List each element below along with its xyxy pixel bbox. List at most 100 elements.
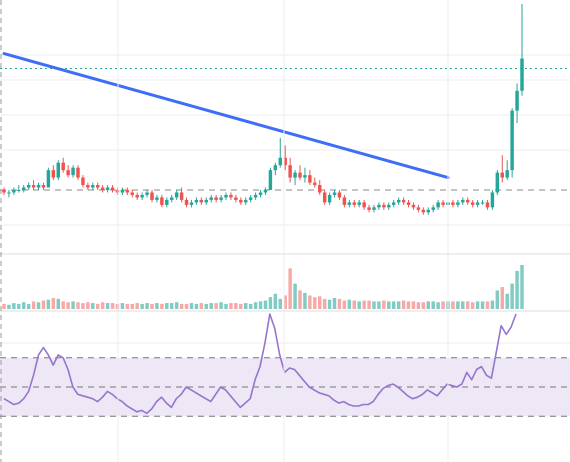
- candle-body: [160, 197, 164, 205]
- candle-body: [426, 209, 430, 213]
- volume-bar: [135, 303, 139, 309]
- candle-body: [500, 172, 504, 178]
- candle-body: [150, 192, 154, 200]
- volume-bar: [51, 298, 56, 309]
- volume-bar: [234, 303, 238, 309]
- volume-bar: [263, 300, 268, 309]
- volume-bar: [401, 300, 406, 309]
- candle-body: [421, 209, 426, 213]
- candle-body: [308, 175, 312, 183]
- volume-bar: [387, 301, 391, 309]
- candle-body: [214, 197, 218, 200]
- candle-body: [100, 187, 105, 190]
- candle-body: [441, 202, 445, 205]
- candle-body: [313, 182, 317, 186]
- volume-bar: [194, 303, 199, 309]
- candle-body: [184, 199, 189, 205]
- volume-bar: [189, 303, 194, 309]
- candle-body: [51, 170, 56, 178]
- candle-body: [362, 202, 366, 208]
- volume-bar: [426, 301, 430, 309]
- candle-body: [436, 202, 440, 208]
- volume-bar: [96, 303, 100, 309]
- volume-bar: [150, 303, 154, 309]
- volume-bar: [416, 302, 421, 309]
- candle-body: [490, 192, 495, 208]
- candle-body: [26, 185, 31, 188]
- candle-body: [470, 202, 475, 205]
- candle-body: [155, 197, 159, 200]
- volume-bar: [105, 303, 110, 309]
- volume-bar: [352, 300, 356, 309]
- candle-body: [357, 202, 361, 205]
- candle-body: [485, 202, 490, 208]
- candle-body: [387, 204, 391, 208]
- volume-bar: [56, 298, 60, 309]
- volume-bar: [125, 303, 130, 309]
- volume-bar: [500, 287, 504, 309]
- candle-body: [253, 194, 258, 198]
- candle-body: [515, 90, 519, 111]
- candle-body: [170, 197, 174, 200]
- candle-body: [165, 199, 169, 205]
- volume-bar: [347, 299, 352, 309]
- candle-body: [91, 185, 95, 188]
- volume-bar: [313, 297, 317, 309]
- volume-bar: [46, 299, 51, 309]
- candle-body: [22, 187, 26, 190]
- volume-bar: [303, 292, 307, 309]
- candle-body: [41, 185, 46, 188]
- volume-bar: [229, 303, 233, 309]
- candle-body: [56, 162, 60, 178]
- candle-body: [327, 194, 332, 203]
- volume-bar: [461, 301, 465, 309]
- volume-bar: [36, 302, 41, 309]
- candle-body: [431, 207, 435, 210]
- candle-body: [120, 190, 125, 193]
- volume-bar: [515, 270, 519, 309]
- volume-bar: [214, 303, 218, 309]
- candle-body: [466, 199, 470, 203]
- volume-bar: [219, 302, 223, 309]
- volume-bar: [318, 296, 322, 309]
- candle-body: [17, 190, 21, 191]
- volume-bar: [76, 302, 80, 309]
- volume-bar: [327, 299, 332, 309]
- candle-body: [505, 170, 509, 178]
- candle-body: [352, 202, 356, 205]
- candle-body: [130, 192, 134, 195]
- volume-bar: [140, 303, 144, 309]
- volume-bar: [293, 283, 297, 309]
- volume-bar: [174, 302, 179, 309]
- volume-bar: [283, 295, 287, 309]
- volume-bar: [130, 303, 134, 309]
- candle-body: [288, 165, 292, 178]
- volume-bar: [244, 303, 248, 309]
- volume-bar: [436, 302, 440, 309]
- volume-bar: [209, 303, 213, 309]
- candle-body: [46, 170, 51, 188]
- volume-bar: [61, 301, 65, 309]
- volume-bar: [120, 303, 125, 309]
- volume-bar: [273, 293, 278, 309]
- candle-body: [520, 58, 524, 91]
- candle-body: [239, 199, 243, 203]
- volume-panel: [2, 265, 524, 309]
- rsi-panel: [0, 313, 570, 417]
- candle-body: [480, 202, 485, 204]
- volume-bar: [31, 301, 36, 309]
- volume-bar: [490, 300, 495, 309]
- candle-body: [219, 197, 223, 200]
- candle-body: [372, 207, 376, 210]
- candle-body: [396, 199, 401, 203]
- volume-bar: [184, 303, 189, 309]
- candle-body: [2, 190, 6, 193]
- candle-body: [258, 192, 263, 195]
- volume-bar: [12, 303, 16, 309]
- candle-body: [204, 199, 208, 203]
- candle-body: [71, 167, 75, 176]
- volume-bar: [155, 303, 159, 309]
- candle-body: [110, 187, 115, 190]
- volume-bar: [71, 301, 75, 309]
